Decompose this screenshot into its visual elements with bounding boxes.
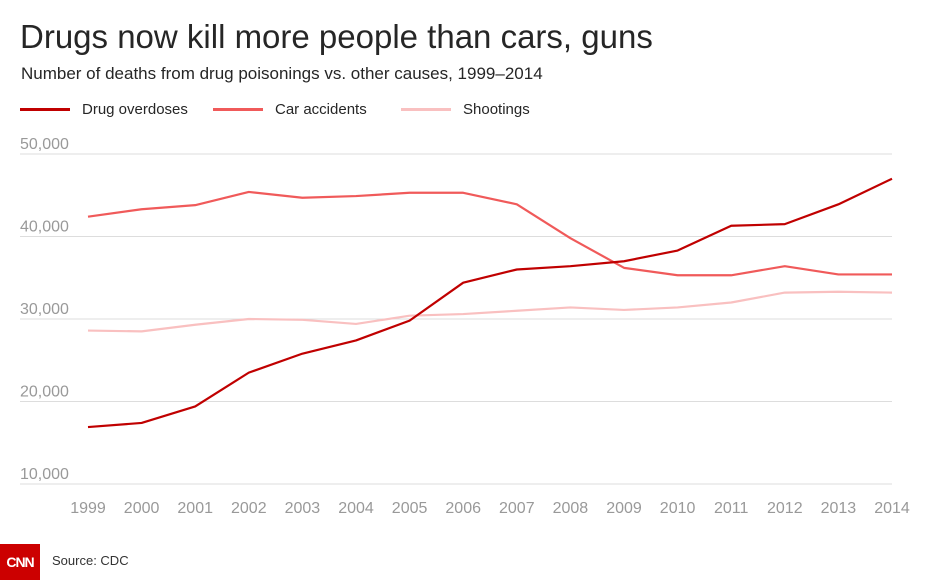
x-tick-label: 2008 [553, 500, 589, 517]
legend-label-car: Car accidents [275, 101, 367, 118]
grid-layer [20, 153, 892, 485]
x-tick-label: 2012 [767, 500, 803, 517]
legend-swatch-drug [20, 108, 70, 111]
x-axis-ticks: 1999 2000 2001 2002 2003 2004 2005 2006 2007 2008… [70, 500, 910, 517]
source-note: Source: CDC [52, 553, 129, 568]
x-tick-label: 1999 [70, 500, 106, 517]
x-tick-label: 2002 [231, 500, 267, 517]
x-tick-label: 2009 [606, 500, 642, 517]
series-line-shoot [87, 290, 893, 333]
series-layer [87, 177, 893, 429]
legend-item-shootings: Shootings [401, 101, 530, 118]
legend-swatch-car [213, 108, 263, 111]
x-tick-label: 2004 [338, 500, 374, 517]
series-line-car [87, 190, 892, 277]
y-tick-label: 40,000 [20, 219, 69, 236]
footer: CNN Source: CDC [0, 542, 930, 580]
y-tick-label: 30,000 [20, 301, 69, 318]
legend-label-shoot: Shootings [463, 101, 530, 118]
x-tick-label: 2011 [714, 500, 749, 517]
legend-item-drug-overdoses: Drug overdoses [20, 101, 188, 118]
x-tick-label: 2014 [874, 500, 910, 517]
x-tick-label: 2013 [821, 500, 857, 517]
cnn-logo: CNN [0, 544, 40, 580]
y-tick-label: 10,000 [20, 466, 69, 483]
x-tick-label: 2005 [392, 500, 428, 517]
x-tick-label: 2010 [660, 500, 696, 517]
legend-item-car-accidents: Car accidents [213, 101, 367, 118]
x-tick-label: 2001 [177, 500, 213, 517]
line-chart: 10,000 20,000 30,000 40,000 50,000 1999 2000 2… [20, 136, 910, 517]
x-tick-label: 2007 [499, 500, 535, 517]
x-tick-label: 2006 [445, 500, 481, 517]
y-tick-label: 20,000 [20, 384, 69, 401]
y-tick-label: 50,000 [20, 136, 69, 153]
chart-subtitle: Number of deaths from drug poisonings vs… [21, 64, 543, 83]
chart-title: Drugs now kill more people than cars, gu… [20, 18, 653, 55]
series-line-drug [87, 177, 893, 429]
x-tick-label: 2000 [124, 500, 160, 517]
legend-swatch-shoot [401, 108, 451, 111]
legend-label-drug: Drug overdoses [82, 101, 188, 118]
y-axis-ticks: 10,000 20,000 30,000 40,000 50,000 [20, 136, 69, 483]
x-tick-label: 2003 [285, 500, 321, 517]
